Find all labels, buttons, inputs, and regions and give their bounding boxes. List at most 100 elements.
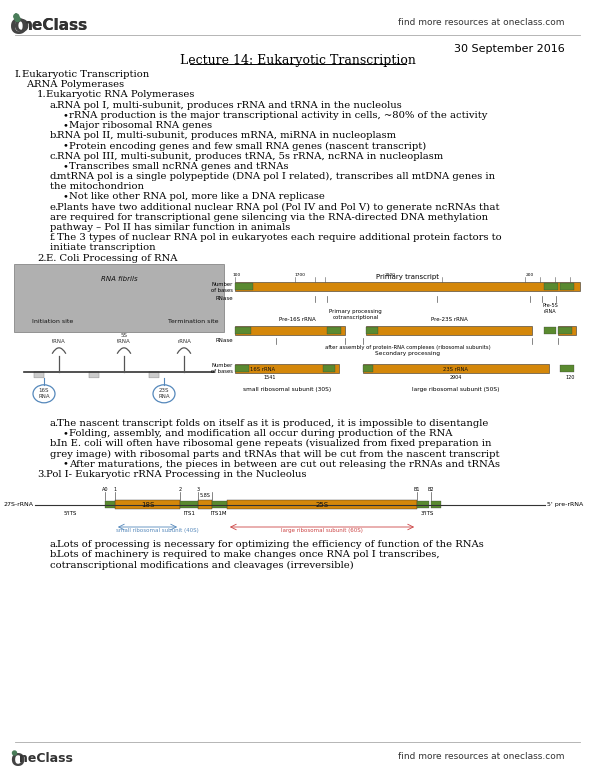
Circle shape <box>12 751 17 755</box>
Text: the mitochondrion: the mitochondrion <box>50 182 144 191</box>
Text: 100: 100 <box>233 273 241 276</box>
FancyBboxPatch shape <box>431 501 441 508</box>
Text: •: • <box>62 429 68 438</box>
Text: Pre-23S rRNA: Pre-23S rRNA <box>431 316 467 322</box>
Text: RNase: RNase <box>215 338 233 343</box>
Text: Major ribosomal RNA genes: Major ribosomal RNA genes <box>69 121 212 130</box>
Text: c.: c. <box>50 152 59 161</box>
Text: Lots of machinery is required to make changes once RNA pol I transcribes,: Lots of machinery is required to make ch… <box>57 551 440 559</box>
Text: neClass: neClass <box>22 18 88 33</box>
Text: 2: 2 <box>178 487 181 492</box>
Text: •: • <box>62 192 68 202</box>
Text: I.: I. <box>14 70 21 79</box>
Text: Number
of bases: Number of bases <box>211 283 233 293</box>
Text: Secondary processing: Secondary processing <box>375 351 440 356</box>
Text: rRNA: rRNA <box>177 339 191 343</box>
Text: 16S
RNA: 16S RNA <box>38 388 50 399</box>
Text: 2.: 2. <box>37 253 46 263</box>
Text: b.: b. <box>50 131 60 140</box>
FancyArrowPatch shape <box>117 348 131 353</box>
Text: a.: a. <box>50 101 59 109</box>
Text: •: • <box>62 142 68 150</box>
Text: Lots of processing is necessary for optimizing the efficiency of function of the: Lots of processing is necessary for opti… <box>57 540 484 549</box>
FancyBboxPatch shape <box>180 501 198 508</box>
Text: a.: a. <box>50 419 59 428</box>
Text: RNA fibrils: RNA fibrils <box>101 276 137 282</box>
Text: Eukaryotic Transcription: Eukaryotic Transcription <box>22 70 149 79</box>
Text: find more resources at oneclass.com: find more resources at oneclass.com <box>399 18 565 27</box>
Text: d.: d. <box>50 172 60 181</box>
Text: Termination site: Termination site <box>168 319 219 324</box>
FancyBboxPatch shape <box>558 326 572 334</box>
Text: 1541: 1541 <box>263 375 275 380</box>
FancyArrowPatch shape <box>177 348 190 353</box>
Text: Protein encoding genes and few small RNA genes (nascent transcript): Protein encoding genes and few small RNA… <box>69 142 426 150</box>
FancyBboxPatch shape <box>149 372 159 378</box>
FancyBboxPatch shape <box>235 326 346 335</box>
FancyBboxPatch shape <box>89 372 99 378</box>
Text: A.: A. <box>26 80 36 89</box>
FancyBboxPatch shape <box>105 501 115 508</box>
Text: •: • <box>62 121 68 130</box>
Text: e.: e. <box>50 203 59 212</box>
FancyBboxPatch shape <box>14 264 224 332</box>
Text: rRNA production is the major transcriptional activity in cells, ~80% of the acti: rRNA production is the major transcripti… <box>69 111 487 120</box>
Text: cotranscriptional modifications and cleavages (irreversible): cotranscriptional modifications and clea… <box>50 561 354 570</box>
Text: Primary transcript: Primary transcript <box>376 274 439 280</box>
Text: small ribosomal subunit (30S): small ribosomal subunit (30S) <box>243 387 331 392</box>
Text: 2904: 2904 <box>450 375 462 380</box>
Text: After maturations, the pieces in between are cut out releasing the rRNAs and tRN: After maturations, the pieces in between… <box>69 460 500 469</box>
Text: large ribosomal subunit (60S): large ribosomal subunit (60S) <box>281 528 363 533</box>
Text: O: O <box>12 18 28 36</box>
Text: •: • <box>62 460 68 469</box>
Text: •: • <box>62 111 68 120</box>
Text: small ribosomal subunit (40S): small ribosomal subunit (40S) <box>116 528 199 533</box>
Text: 16S rRNA: 16S rRNA <box>250 367 275 372</box>
FancyBboxPatch shape <box>235 326 251 334</box>
Text: 2900: 2900 <box>385 273 396 276</box>
Text: RNA Polymerases: RNA Polymerases <box>34 80 124 89</box>
Text: 5' pre-rRNA: 5' pre-rRNA <box>547 502 583 507</box>
FancyBboxPatch shape <box>558 326 576 335</box>
Text: Pre-16S rRNA: Pre-16S rRNA <box>278 316 315 322</box>
Text: Number
of bases: Number of bases <box>211 363 233 373</box>
Text: 23S
RNA: 23S RNA <box>158 388 170 399</box>
Text: In E. coli will often have ribosomal gene repeats (visualized from fixed prepara: In E. coli will often have ribosomal gen… <box>57 439 491 448</box>
Text: RNase: RNase <box>215 296 233 301</box>
Text: find more resources at oneclass.com: find more resources at oneclass.com <box>399 752 565 761</box>
Text: Not like other RNA pol, more like a DNA replicase: Not like other RNA pol, more like a DNA … <box>69 192 325 202</box>
Text: Eukaryotic RNA Polymerases: Eukaryotic RNA Polymerases <box>46 90 195 99</box>
FancyBboxPatch shape <box>322 365 334 372</box>
Text: 18S: 18S <box>141 501 154 507</box>
Text: 120: 120 <box>565 375 575 380</box>
FancyBboxPatch shape <box>235 365 249 372</box>
FancyBboxPatch shape <box>235 363 339 373</box>
FancyBboxPatch shape <box>362 363 549 373</box>
FancyBboxPatch shape <box>212 501 227 508</box>
FancyBboxPatch shape <box>227 500 417 509</box>
Text: A0: A0 <box>102 487 108 492</box>
Text: 3'ITS: 3'ITS <box>420 511 434 516</box>
FancyBboxPatch shape <box>198 500 212 509</box>
FancyBboxPatch shape <box>327 326 342 334</box>
Text: 5.8S: 5.8S <box>199 493 211 498</box>
Text: 25S: 25S <box>315 501 328 507</box>
Text: 30 September 2016: 30 September 2016 <box>454 44 565 54</box>
Text: pathway – Pol II has similar function in animals: pathway – Pol II has similar function in… <box>50 223 290 232</box>
Text: 200: 200 <box>526 273 534 276</box>
FancyBboxPatch shape <box>417 501 429 508</box>
Text: Pol I- Eukaryotic rRNA Processing in the Nucleolus: Pol I- Eukaryotic rRNA Processing in the… <box>46 470 306 479</box>
FancyArrowPatch shape <box>52 348 65 353</box>
FancyBboxPatch shape <box>235 282 580 291</box>
Text: •: • <box>62 162 68 171</box>
Text: ITS1: ITS1 <box>183 511 195 516</box>
Text: 1.: 1. <box>37 90 46 99</box>
Text: Transcribes small ncRNA genes and tRNAs: Transcribes small ncRNA genes and tRNAs <box>69 162 289 171</box>
Text: tRNA: tRNA <box>52 339 66 343</box>
FancyBboxPatch shape <box>366 326 532 335</box>
Text: Lecture 14: Eukaryotic Transcription: Lecture 14: Eukaryotic Transcription <box>180 54 415 67</box>
FancyBboxPatch shape <box>235 283 253 290</box>
Text: RNA pol I, multi-subunit, produces rRNA and tRNA in the nucleolus: RNA pol I, multi-subunit, produces rRNA … <box>57 101 402 109</box>
Text: after assembly of protein-RNA complexes (ribosomal subunits): after assembly of protein-RNA complexes … <box>325 345 490 350</box>
Text: a.: a. <box>50 540 59 549</box>
